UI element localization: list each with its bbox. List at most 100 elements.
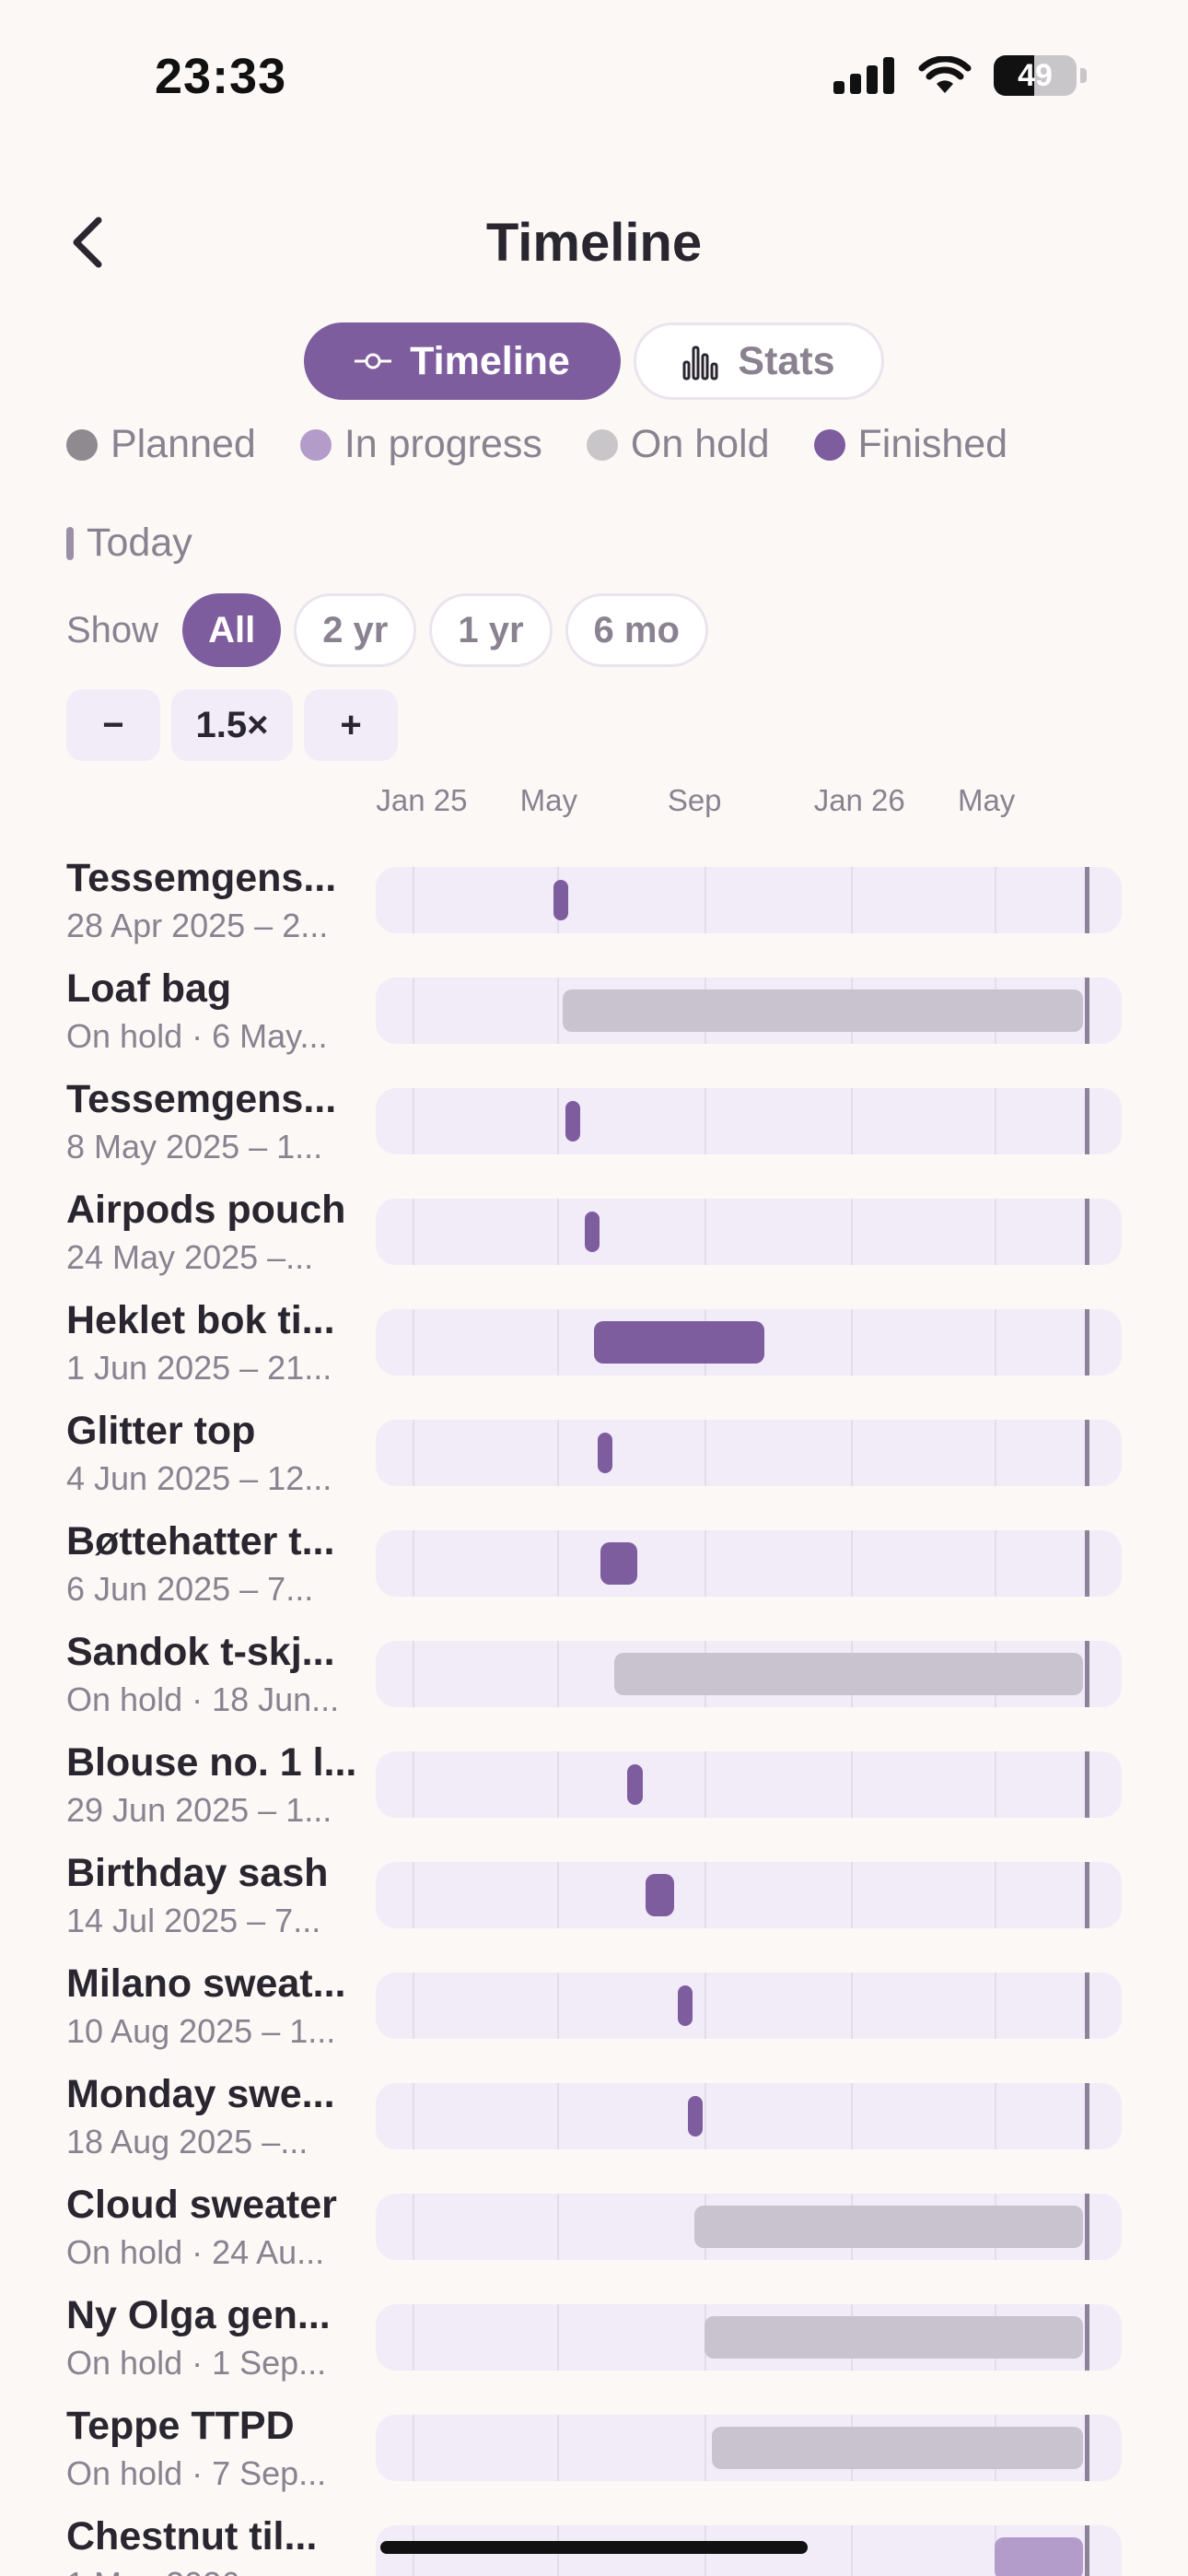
month-label: May	[957, 783, 1016, 817]
grid-line	[413, 1641, 415, 1707]
project-dates: On hold · 6 May...	[66, 1017, 328, 1055]
project-row[interactable]: Bøttehatter t... 6 Jun 2025 – 7...	[0, 1516, 1188, 1626]
back-button[interactable]	[55, 210, 120, 275]
grid-line	[413, 2304, 415, 2371]
grid-line	[704, 1199, 706, 1265]
project-row[interactable]: Blouse no. 1 l... 29 Jun 2025 – 1...	[0, 1737, 1188, 1847]
project-track	[376, 1751, 1122, 1818]
today-line	[1084, 2525, 1089, 2576]
project-bar-on-hold[interactable]	[563, 989, 1084, 1032]
legend-finished: Finished	[813, 422, 1008, 467]
project-row[interactable]: Tessemgens... 8 May 2025 – 1...	[0, 1073, 1188, 1184]
filter-6mo[interactable]: 6 mo	[565, 593, 708, 667]
project-bar-on-hold[interactable]	[614, 1653, 1084, 1695]
project-bar-on-hold[interactable]	[711, 2427, 1084, 2469]
project-bar-finished[interactable]	[678, 1985, 693, 2026]
legend-label: Finished	[857, 422, 1008, 466]
project-row[interactable]: Milano sweat... 10 Aug 2025 – 1...	[0, 1958, 1188, 2068]
today-line	[1084, 978, 1089, 1044]
status-time: 23:33	[155, 49, 287, 104]
tab-timeline[interactable]: Timeline	[304, 322, 621, 400]
project-bar-finished[interactable]	[594, 1321, 764, 1364]
legend-dot-on-hold	[586, 428, 618, 461]
grid-line	[556, 1862, 559, 1928]
project-dates: 24 May 2025 –...	[66, 1238, 314, 1276]
project-dates: 1 May 2026...	[66, 2565, 361, 2576]
project-track	[376, 1309, 1122, 1376]
project-dates: On hold · 1 Sep...	[66, 2344, 327, 2382]
filter-1yr[interactable]: 1 yr	[429, 593, 553, 667]
grid-line	[413, 1751, 415, 1818]
tab-stats[interactable]: Stats	[634, 322, 884, 400]
grid-line	[704, 2083, 706, 2149]
project-row[interactable]: Monday swe... 18 Aug 2025 –...	[0, 2068, 1188, 2179]
today-line	[1084, 2083, 1089, 2149]
today-line	[1084, 2415, 1089, 2481]
project-info: Blouse no. 1 l... 29 Jun 2025 – 1...	[66, 1740, 361, 1830]
filter-2yr[interactable]: 2 yr	[294, 593, 417, 667]
project-track	[376, 1973, 1122, 2039]
project-name: Bøttehatter t...	[66, 1519, 335, 1563]
project-dates: On hold · 18 Jun...	[66, 1680, 340, 1718]
project-track	[376, 1530, 1122, 1597]
grid-line	[850, 1530, 853, 1597]
project-info: Sandok t-skj... On hold · 18 Jun...	[66, 1630, 361, 1719]
month-label: May	[519, 783, 577, 817]
legend-label: In progress	[344, 422, 542, 466]
grid-line	[413, 2415, 415, 2481]
project-bar-finished[interactable]	[553, 880, 568, 920]
filter-all[interactable]: All	[182, 593, 282, 667]
grid-line	[413, 1309, 415, 1376]
grid-line	[994, 1973, 996, 2039]
project-row[interactable]: Birthday sash 14 Jul 2025 – 7...	[0, 1847, 1188, 1958]
project-bar-finished[interactable]	[565, 1101, 580, 1142]
project-bar-finished[interactable]	[600, 1542, 637, 1585]
grid-line	[704, 1862, 706, 1928]
project-track	[376, 2304, 1122, 2371]
project-track	[376, 1420, 1122, 1486]
grid-line	[556, 1088, 559, 1154]
project-bar-finished[interactable]	[597, 1433, 612, 1473]
project-info: Birthday sash 14 Jul 2025 – 7...	[66, 1851, 361, 1940]
month-label: Jan 26	[813, 783, 905, 817]
project-bar-finished[interactable]	[687, 2096, 703, 2137]
project-row[interactable]: Cloud sweater On hold · 24 Au...	[0, 2179, 1188, 2289]
project-bar-on-hold[interactable]	[694, 2206, 1084, 2248]
project-track	[376, 1641, 1122, 1707]
project-row[interactable]: Teppe TTPD On hold · 7 Sep...	[0, 2400, 1188, 2511]
project-row[interactable]: Ny Olga gen... On hold · 1 Sep...	[0, 2289, 1188, 2400]
project-row[interactable]: Sandok t-skj... On hold · 18 Jun...	[0, 1626, 1188, 1737]
grid-line	[413, 2194, 415, 2260]
project-row[interactable]: Airpods pouch 24 May 2025 –...	[0, 1184, 1188, 1294]
today-line	[1084, 1530, 1089, 1597]
project-track	[376, 2083, 1122, 2149]
legend-in-progress: In progress	[299, 422, 542, 467]
today-line	[1084, 1862, 1089, 1928]
project-bar-in-progress[interactable]	[994, 2537, 1084, 2576]
project-row[interactable]: Heklet bok ti... 1 Jun 2025 – 21...	[0, 1294, 1188, 1405]
today-label: Today	[87, 521, 192, 565]
project-row[interactable]: Tessemgens... 28 Apr 2025 – 2...	[0, 852, 1188, 963]
project-info: Tessemgens... 28 Apr 2025 – 2...	[66, 856, 361, 945]
project-dates: 14 Jul 2025 – 7...	[66, 1902, 321, 1939]
grid-line	[556, 2415, 559, 2481]
project-row[interactable]: Loaf bag On hold · 6 May...	[0, 963, 1188, 1073]
grid-line	[850, 2083, 853, 2149]
today-line	[1084, 1641, 1089, 1707]
wifi-icon	[918, 56, 972, 93]
zoom-out-button[interactable]: −	[66, 689, 160, 761]
zoom-in-button[interactable]: +	[304, 689, 398, 761]
project-name: Birthday sash	[66, 1851, 329, 1895]
today-line	[1084, 867, 1089, 933]
grid-line	[850, 1973, 853, 2039]
project-bar-finished[interactable]	[627, 1764, 644, 1805]
project-bar-finished[interactable]	[646, 1874, 675, 1916]
project-name: Loaf bag	[66, 966, 232, 1011]
project-dates: 1 Jun 2025 – 21...	[66, 1349, 332, 1387]
grid-line	[413, 1420, 415, 1486]
grid-line	[556, 1420, 559, 1486]
project-bar-on-hold[interactable]	[704, 2316, 1084, 2359]
today-line	[1084, 1088, 1089, 1154]
project-row[interactable]: Glitter top 4 Jun 2025 – 12...	[0, 1405, 1188, 1516]
project-bar-finished[interactable]	[584, 1212, 600, 1252]
